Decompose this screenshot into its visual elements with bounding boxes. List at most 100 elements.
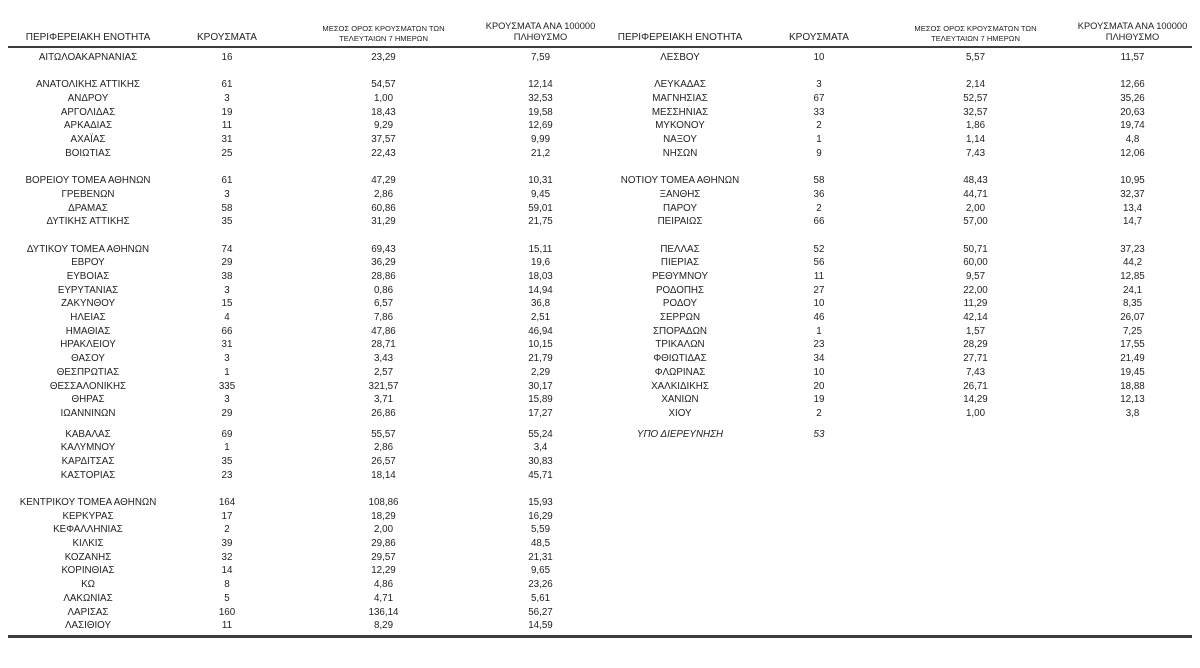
avg7-cell: 1,86 [965,120,986,132]
per100k-cell: 12,69 [528,120,553,132]
table-row: ΕΒΡΟΥ 29 36,29 19,6 [8,256,600,270]
cases-cell: 164 [218,497,236,508]
cases-cell: 29 [221,407,233,419]
per100k-cell: 30,83 [528,455,553,467]
avg7-cell: 18,14 [371,469,396,481]
avg7-cell: 14,29 [963,394,988,406]
avg7-cell: 5,57 [965,52,986,63]
region-cell: ΚΩ [81,579,95,591]
per100k-cell: 37,23 [1120,243,1145,255]
region-cell: ΧΑΝΙΩΝ [661,394,699,406]
region-cell: ΔΥΤΙΚΟΥ ΤΟΜΕΑ ΑΘΗΝΩΝ [26,243,150,255]
cases-cell: 61 [221,175,233,187]
region-cell: ΘΕΣΣΑΛΟΝΙΚΗΣ [49,380,127,392]
region-cell: ΠΕΛΛΑΣ [660,243,700,255]
avg7-cell: 69,43 [371,243,396,255]
avg7-cell: 11,29 [963,298,988,310]
cases-cell: 10 [813,298,825,310]
cases-cell: 56 [813,257,825,269]
per100k-cell: 11,57 [1120,52,1145,63]
table-row: ΔΡΑΜΑΣ 58 60,86 59,01 [8,202,600,216]
table-row: ΗΛΕΙΑΣ 4 7,86 2,51 [8,311,600,325]
per100k-cell: 55,24 [528,428,553,440]
avg7-cell: 54,57 [371,79,396,91]
per100k-cell: 36,8 [530,298,551,310]
cases-cell: 8 [224,579,230,591]
avg7-cell: 4,86 [373,579,394,591]
per100k-cell: 14,94 [528,284,553,296]
cases-cell: 15 [221,298,233,310]
table-row: ΘΗΡΑΣ 3 3,71 15,89 [8,393,600,407]
cases-cell: 33 [813,106,825,118]
avg7-cell: 50,71 [963,243,988,255]
cases-cell: 2 [816,407,822,419]
table-header-right: ΠΕΡΙΦΕΡΕΙΑΚΗ ΕΝΟΤΗΤΑ ΚΡΟΥΣΜΑΤΑ ΜΕΣΟΣ ΟΡΟ… [600,12,1192,46]
region-cell: ΑΡΓΟΛΙΔΑΣ [60,106,116,118]
avg7-cell: 36,29 [371,257,396,269]
avg7-cell: 28,29 [963,339,988,351]
cases-cell: 10 [813,52,825,63]
table-row: ΚΑΒΑΛΑΣ 69 55,57 55,24 [8,428,600,442]
table-row: ΑΧΑΪΑΣ 31 37,57 9,99 [8,133,600,147]
cases-cell: 25 [221,147,233,159]
region-cell: ΞΑΝΘΗΣ [659,188,701,200]
cases-cell: 66 [221,325,233,337]
avg7-cell: 1,57 [965,325,986,337]
per100k-cell: 17,55 [1120,339,1145,351]
cases-cell: 14 [221,565,233,577]
per100k-cell: 15,93 [528,497,553,508]
table-row: ΚΕΝΤΡΙΚΟΥ ΤΟΜΕΑ ΑΘΗΝΩΝ 164 108,86 15,93 [8,496,600,510]
per100k-cell: 4,8 [1125,134,1140,146]
table-body-right: ΛΕΣΒΟΥ 10 5,57 11,57 ΛΕΥΚΑΔΑΣ 3 2,14 12,66 ΜΑΓΝΗ… [600,51,1192,441]
bottom-rule [8,634,1192,638]
cases-cell: 19 [813,394,825,406]
column-header-per100k: ΚΡΟΥΣΜΑΤΑ ΑΝΑ 100000 ΠΛΗΘΥΣΜΟ [481,21,600,46]
avg7-cell: 60,00 [963,257,988,269]
cases-cell: 1 [816,325,822,337]
per100k-cell: 15,11 [528,243,553,255]
cases-cell: 23 [221,469,233,481]
per100k-cell: 2,51 [530,312,551,324]
per100k-cell: 56,27 [528,606,553,618]
cases-cell: 2 [816,202,822,214]
region-cell: ΧΑΛΚΙΔΙΚΗΣ [651,380,709,392]
header-line: ΜΕΣΟΣ ΟΡΟΣ ΚΡΟΥΣΜΑΤΩΝ ΤΩΝ [322,24,445,33]
table-row: ΦΛΩΡΙΝΑΣ 10 7,43 19,45 [600,366,1192,380]
cases-cell: 3 [224,353,230,365]
per100k-cell: 12,06 [1120,147,1145,159]
table-row: ΗΡΑΚΛΕΙΟΥ 31 28,71 10,15 [8,338,600,352]
avg7-cell: 0,86 [373,284,394,296]
region-cell: ΚΑΡΔΙΤΣΑΣ [61,455,115,467]
avg7-cell: 52,57 [963,93,988,105]
table-row: ΑΡΚΑΔΙΑΣ 11 9,29 12,69 [8,119,600,133]
table-row: ΛΑΡΙΣΑΣ 160 136,14 56,27 [8,606,600,620]
per100k-cell: 48,5 [530,538,551,550]
table-row: ΧΙΟΥ 2 1,00 3,8 [600,407,1192,421]
region-cell: ΛΑΡΙΣΑΣ [67,606,109,618]
cases-cell: 1 [224,442,230,454]
cases-cell: 58 [813,175,825,187]
table-row: ΕΥΡΥΤΑΝΙΑΣ 3 0,86 14,94 [8,284,600,298]
table-row: ΑΙΤΩΛΟΑΚΑΡΝΑΝΙΑΣ 16 23,29 7,59 [8,51,600,65]
group-gap [8,161,600,175]
cases-cell: 53 [813,428,825,440]
per100k-cell: 21,31 [528,551,553,563]
avg7-cell: 2,14 [965,79,986,91]
region-cell: ΙΩΑΝΝΙΝΩΝ [60,407,116,419]
table-row: ΧΑΝΙΩΝ 19 14,29 12,13 [600,393,1192,407]
avg7-cell: 60,86 [371,202,396,214]
per100k-cell: 20,63 [1120,106,1145,118]
region-cell: ΣΕΡΡΩΝ [659,312,701,324]
table-row: ΛΕΣΒΟΥ 10 5,57 11,57 [600,51,1192,65]
avg7-cell: 7,86 [373,312,394,324]
table-row: ΚΩ 8 4,86 23,26 [8,578,600,592]
avg7-cell: 31,29 [371,216,396,228]
table-row: ΚΑΣΤΟΡΙΑΣ 23 18,14 45,71 [8,469,600,483]
table-row: ΝΗΣΩΝ 9 7,43 12,06 [600,147,1192,161]
per100k-cell: 12,14 [528,79,553,91]
table-row: ΖΑΚΥΝΘΟΥ 15 6,57 36,8 [8,297,600,311]
cases-cell: 1 [224,366,230,378]
cases-cell: 58 [221,202,233,214]
per100k-cell: 21,49 [1120,353,1145,365]
avg7-cell: 44,71 [963,188,988,200]
